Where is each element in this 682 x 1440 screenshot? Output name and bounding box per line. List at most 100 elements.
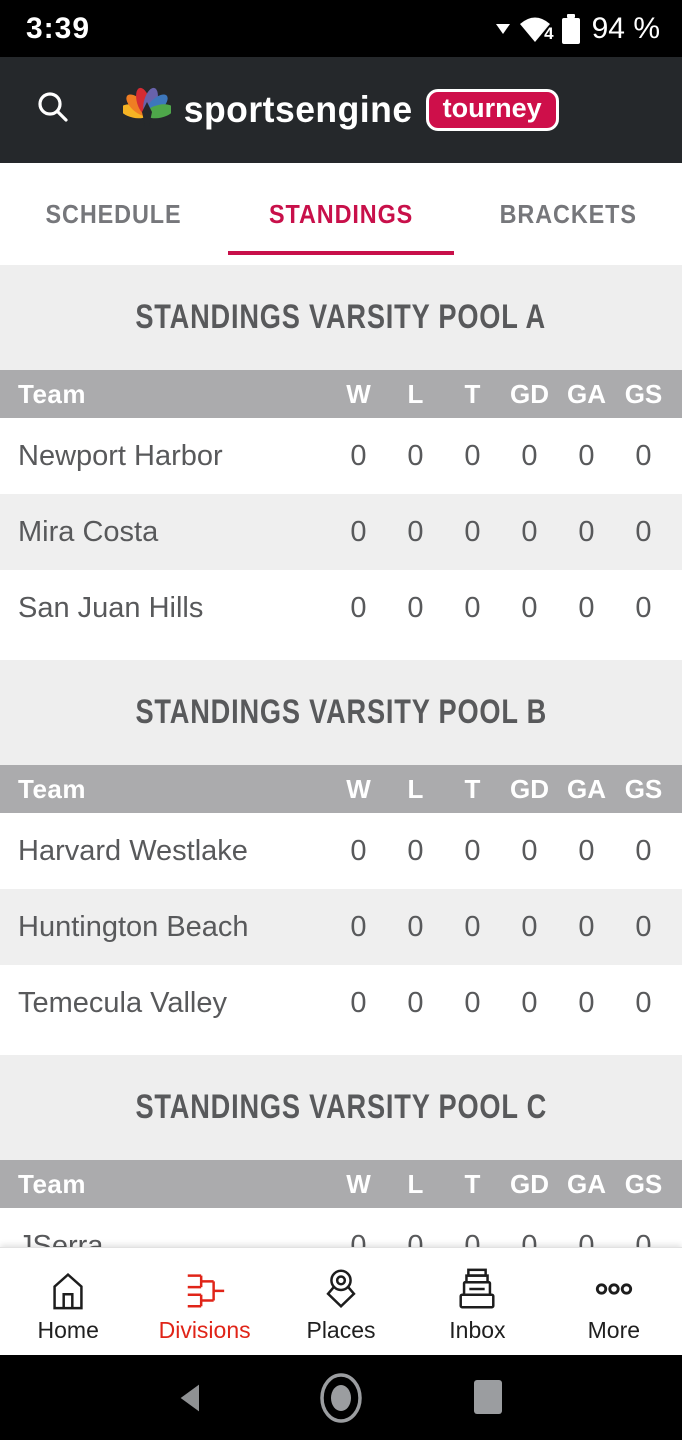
column-header: T [464, 1168, 481, 1199]
nav-item-home[interactable]: Home [0, 1248, 136, 1355]
stat-value: 0 [521, 515, 538, 548]
column-header: T [464, 773, 481, 804]
stat-value: 0 [350, 910, 367, 943]
bottom-nav: Home Divisions Places [0, 1247, 682, 1355]
column-header: GS [624, 1168, 663, 1199]
android-back-button[interactable] [164, 1368, 224, 1428]
stat-value: 0 [578, 515, 595, 548]
search-icon [33, 88, 73, 133]
stat-value: 0 [635, 591, 652, 624]
column-header: W [346, 1168, 371, 1199]
search-button[interactable] [30, 87, 76, 133]
column-header: W [346, 378, 371, 409]
column-header: GD [510, 773, 549, 804]
stat-value: 0 [464, 515, 481, 548]
android-recents-button[interactable] [458, 1368, 518, 1428]
column-header: W [346, 773, 371, 804]
stat-value: 0 [407, 910, 424, 943]
team-name: Huntington Beach [18, 910, 249, 943]
column-header: GD [510, 378, 549, 409]
standings-section: STANDINGS VARSITY POOL C Team W L T GD GA GS J… [0, 1055, 682, 1284]
more-icon [590, 1265, 638, 1313]
stat-value: 0 [578, 910, 595, 943]
column-header: GA [567, 378, 606, 409]
stat-value: 0 [635, 986, 652, 1019]
stat-value: 0 [407, 591, 424, 624]
stat-value: 0 [578, 834, 595, 867]
section-title: STANDINGS VARSITY POOL B [135, 693, 547, 731]
clock: 3:39 [26, 11, 91, 45]
standings-sections: STANDINGS VARSITY POOL A Team W L T GD GA GS N… [0, 265, 682, 1284]
column-header: GD [510, 1168, 549, 1199]
nav-item-divisions[interactable]: Divisions [136, 1248, 272, 1355]
standings-section: STANDINGS VARSITY POOL B Team W L T GD GA GS H… [0, 660, 682, 1041]
team-name: San Juan Hills [18, 591, 204, 624]
tab-standings[interactable]: STANDINGS [227, 163, 454, 265]
brand-wordmark: sportsengine [184, 89, 413, 130]
team-name: Harvard Westlake [18, 834, 248, 867]
team-name: Temecula Valley [18, 986, 228, 1019]
table-row[interactable]: Mira Costa 0 0 0 0 0 0 [0, 494, 682, 570]
column-header: GS [624, 378, 663, 409]
app-bar: sportsengine tourney [0, 57, 682, 163]
column-header: L [407, 378, 424, 409]
android-home-button[interactable] [311, 1368, 371, 1428]
stat-value: 0 [521, 986, 538, 1019]
table-row[interactable]: San Juan Hills 0 0 0 0 0 0 [0, 570, 682, 646]
bracket-icon [181, 1265, 229, 1313]
wifi-icon: 4 [518, 14, 554, 44]
column-header: Team [18, 773, 86, 804]
caret-down-icon [495, 23, 510, 34]
column-header: GS [624, 773, 663, 804]
home-icon [44, 1265, 92, 1313]
tourney-badge: tourney [425, 89, 559, 131]
table-body: Harvard Westlake 0 0 0 0 0 0 Huntington Beach 0 0… [0, 813, 682, 1041]
peacock-icon [120, 84, 174, 137]
stat-value: 0 [635, 515, 652, 548]
column-header: GA [567, 1168, 606, 1199]
stat-value: 0 [464, 834, 481, 867]
table-body: Newport Harbor 0 0 0 0 0 0 Mira Costa 0 0 0 0 0 0 San … [0, 418, 682, 646]
table-row[interactable]: Huntington Beach 0 0 0 0 0 0 [0, 889, 682, 965]
stat-value: 0 [464, 591, 481, 624]
section-title: STANDINGS VARSITY POOL C [135, 1088, 547, 1126]
nav-item-more[interactable]: More [546, 1248, 682, 1355]
stat-value: 0 [578, 591, 595, 624]
tab-brackets[interactable]: BRACKETS [499, 198, 637, 229]
stat-value: 0 [521, 439, 538, 472]
table-row[interactable]: Temecula Valley 0 0 0 0 0 0 [0, 965, 682, 1041]
android-nav-bar [0, 1355, 682, 1440]
nav-item-places[interactable]: Places [273, 1248, 409, 1355]
stat-value: 0 [464, 910, 481, 943]
section-title: STANDINGS VARSITY POOL A [135, 298, 547, 336]
stat-value: 0 [350, 591, 367, 624]
column-header: Team [18, 1168, 86, 1199]
table-row[interactable]: Harvard Westlake 0 0 0 0 0 0 [0, 813, 682, 889]
table-row[interactable]: Newport Harbor 0 0 0 0 0 0 [0, 418, 682, 494]
stat-value: 0 [407, 515, 424, 548]
table-header-row: Team W L T GD GA GS [0, 1160, 682, 1208]
stat-value: 0 [350, 986, 367, 1019]
stat-value: 0 [521, 591, 538, 624]
stat-value: 0 [521, 834, 538, 867]
stat-value: 0 [407, 439, 424, 472]
stat-value: 0 [350, 515, 367, 548]
stat-value: 0 [635, 834, 652, 867]
inbox-icon [453, 1265, 501, 1313]
stat-value: 0 [635, 910, 652, 943]
nav-item-inbox[interactable]: Inbox [409, 1248, 545, 1355]
stat-value: 0 [350, 834, 367, 867]
stat-value: 0 [350, 439, 367, 472]
stat-value: 0 [407, 834, 424, 867]
stat-value: 0 [521, 910, 538, 943]
tab-schedule[interactable]: SCHEDULE [45, 198, 182, 229]
tab-bar: SCHEDULE STANDINGS BRACKETS [0, 163, 682, 265]
map-pin-icon [317, 1265, 365, 1313]
table-header-row: Team W L T GD GA GS [0, 370, 682, 418]
stat-value: 0 [407, 986, 424, 1019]
stat-value: 0 [578, 439, 595, 472]
column-header: T [464, 378, 481, 409]
column-header: L [407, 773, 424, 804]
team-name: Newport Harbor [18, 439, 223, 472]
